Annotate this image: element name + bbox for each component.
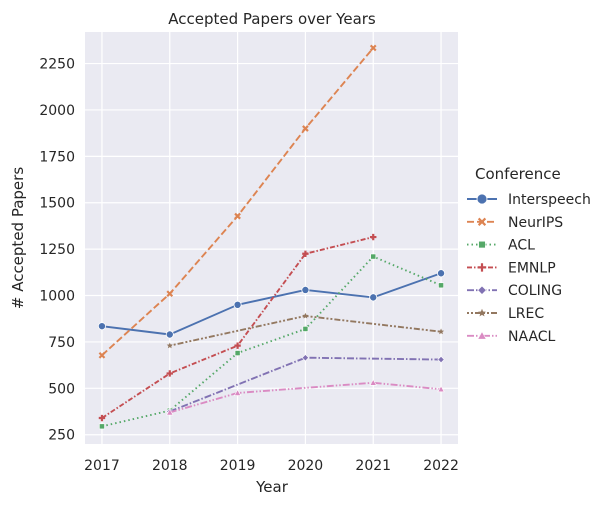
data-point (99, 423, 105, 430)
series-line (101, 272, 442, 336)
data-point (369, 378, 377, 386)
data-point (438, 328, 445, 335)
data-point (370, 253, 377, 260)
legend-label: COLING (508, 283, 562, 299)
x-tick-label: 2018 (152, 458, 188, 474)
x-tick-label: 2017 (84, 458, 120, 474)
x-axis-label: Year (255, 478, 289, 496)
series-line (169, 381, 442, 414)
legend-items: Interspeech NeurIPS ACL EMNLP COLING LREC NAAC… (467, 192, 591, 345)
y-axis-label: # Accepted Papers (9, 167, 27, 309)
data-point (98, 351, 106, 359)
data-point (302, 312, 309, 319)
data-point (302, 250, 309, 257)
data-point (98, 414, 106, 422)
data-point (301, 285, 310, 294)
data-point (437, 355, 445, 364)
legend-label: Interspeech (508, 192, 591, 208)
data-point (166, 408, 174, 416)
legend-title: Conference (475, 165, 561, 183)
series-layer (97, 44, 446, 430)
legend-item-neurips: NeurIPS (467, 215, 563, 231)
y-tick-label: 500 (48, 381, 75, 397)
data-point (233, 300, 242, 309)
y-tick-label: 2000 (39, 103, 75, 119)
legend-marker (476, 193, 488, 205)
series-lrec (166, 312, 445, 349)
data-point (166, 290, 174, 298)
x-tick-label: 2019 (220, 458, 256, 474)
legend-item-coling: COLING (467, 283, 562, 299)
x-tick-label: 2021 (355, 458, 391, 474)
y-tick-label: 2250 (39, 57, 75, 73)
data-point (438, 282, 444, 289)
data-point (166, 370, 173, 377)
legend-label: NeurIPS (508, 215, 563, 231)
legend-item-naacl: NAACL (467, 329, 556, 345)
legend-item-interspeech: Interspeech (467, 192, 591, 208)
data-point (437, 269, 446, 278)
data-point (301, 354, 310, 362)
data-point (97, 322, 106, 331)
x-axis-ticks: 2017 2018 2019 2020 2021 2022 (84, 458, 459, 474)
y-axis-ticks: 250 500 750 1000 1250 1500 1750 2000 2250 (39, 57, 75, 444)
y-tick-label: 250 (48, 428, 75, 444)
data-point (234, 212, 241, 220)
chart-title: Accepted Papers over Years (168, 10, 376, 28)
data-point (369, 293, 378, 302)
series-naacl (166, 378, 445, 416)
data-point (166, 342, 173, 349)
y-tick-label: 1500 (39, 196, 75, 212)
data-point (165, 330, 174, 339)
legend-item-lrec: LREC (467, 306, 544, 322)
y-tick-label: 1250 (39, 242, 75, 258)
y-tick-label: 750 (48, 335, 75, 351)
data-point (234, 350, 241, 356)
legend: Conference Interspeech NeurIPS ACL EMNLP COL… (467, 165, 591, 345)
x-tick-label: 2022 (423, 458, 459, 474)
data-point (369, 44, 377, 52)
legend-marker (477, 217, 487, 226)
legend-label: NAACL (508, 329, 556, 345)
legend-marker (477, 263, 487, 272)
legend-label: EMNLP (508, 260, 556, 276)
legend-item-acl: ACL (467, 238, 535, 254)
data-point (234, 342, 241, 349)
data-point (437, 385, 445, 393)
legend-item-emnlp: EMNLP (467, 260, 556, 276)
legend-marker (478, 308, 486, 317)
data-point (302, 326, 309, 332)
series-neurips (98, 44, 377, 359)
legend-marker (478, 240, 486, 249)
y-tick-label: 1750 (39, 149, 75, 165)
series-emnlp (98, 233, 377, 422)
legend-label: ACL (508, 238, 535, 254)
series-line (101, 255, 442, 428)
data-point (302, 125, 309, 132)
y-tick-label: 1000 (39, 289, 75, 305)
legend-marker (477, 285, 487, 295)
plot-area (85, 32, 458, 444)
data-point (233, 389, 242, 396)
legend-marker (477, 330, 487, 340)
legend-label: LREC (508, 306, 544, 322)
series-interspeech (97, 269, 446, 339)
x-tick-label: 2020 (288, 458, 324, 474)
data-point (370, 233, 377, 241)
